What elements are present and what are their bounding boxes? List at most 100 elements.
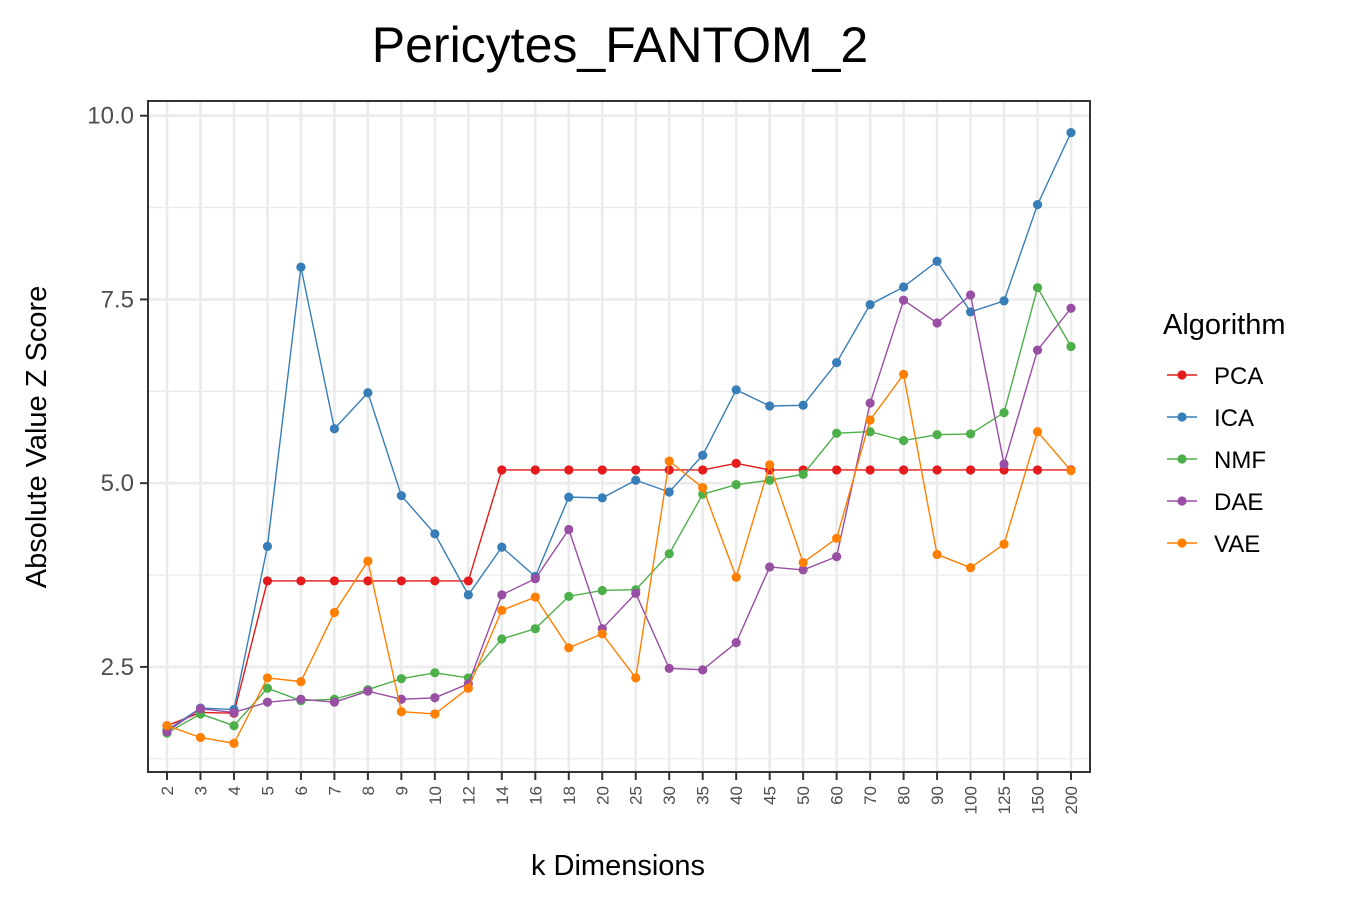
series-dae xyxy=(162,290,1076,737)
data-point-nmf xyxy=(564,591,574,601)
series-line-nmf xyxy=(166,285,1072,734)
data-point-ica xyxy=(865,299,875,310)
x-tick-label: 200 xyxy=(1062,786,1081,814)
y-tick-label: 10.0 xyxy=(87,103,134,130)
data-point-pca xyxy=(731,458,741,468)
data-point-vae xyxy=(463,683,473,693)
x-tick-label: 12 xyxy=(459,786,478,805)
legend-label: VAE xyxy=(1214,531,1260,558)
data-point-nmf xyxy=(798,469,808,479)
data-point-nmf xyxy=(932,430,942,440)
plot-panel xyxy=(148,101,1090,772)
data-point-vae xyxy=(195,732,206,743)
data-point-vae xyxy=(564,643,574,653)
x-tick-label: 50 xyxy=(794,786,813,805)
data-point-nmf xyxy=(965,429,976,439)
x-axis-title: k Dimensions xyxy=(531,850,705,882)
data-point-dae xyxy=(564,524,574,535)
data-point-dae xyxy=(798,565,808,575)
legend-label: ICA xyxy=(1214,405,1254,432)
data-point-vae xyxy=(731,572,741,582)
data-point-vae xyxy=(497,605,507,615)
data-point-pca xyxy=(965,465,976,475)
x-tick-label: 3 xyxy=(191,786,210,795)
data-point-nmf xyxy=(832,428,842,438)
data-point-vae xyxy=(396,707,406,717)
legend-key-point xyxy=(1177,370,1187,380)
legend-item-nmf: NMF xyxy=(1167,447,1266,474)
data-point-pca xyxy=(262,576,273,586)
series-line-ica xyxy=(166,132,1072,731)
x-tick-label: 10 xyxy=(426,786,445,805)
data-point-ica xyxy=(430,529,440,539)
series-line-vae xyxy=(166,372,1072,745)
data-point-ica xyxy=(898,282,909,292)
data-point-dae xyxy=(999,459,1009,469)
data-point-vae xyxy=(430,709,440,719)
data-point-ica xyxy=(765,401,775,411)
x-tick-label: 4 xyxy=(225,786,244,795)
data-point-dae xyxy=(898,295,909,305)
data-point-pca xyxy=(932,465,942,475)
data-point-nmf xyxy=(999,408,1009,418)
data-point-dae xyxy=(832,552,842,562)
legend-key-point xyxy=(1177,412,1187,422)
data-point-vae xyxy=(865,415,875,425)
data-point-pca xyxy=(597,465,607,475)
data-point-dae xyxy=(865,398,875,408)
legend-key-point xyxy=(1177,496,1187,506)
legend-items: PCA ICA NMF DAE VAE xyxy=(1167,363,1266,558)
data-point-ica xyxy=(396,491,406,501)
data-point-vae xyxy=(965,563,976,573)
data-point-dae xyxy=(262,697,273,707)
data-point-pca xyxy=(296,576,306,586)
data-point-nmf xyxy=(262,683,273,693)
data-point-dae xyxy=(765,562,775,572)
data-point-ica xyxy=(664,487,674,497)
x-tick-label: 90 xyxy=(928,786,947,805)
x-tick-label: 14 xyxy=(493,786,512,805)
x-tick-label: 20 xyxy=(593,786,612,805)
data-point-vae xyxy=(832,533,842,543)
y-tick-label: 5.0 xyxy=(101,470,134,497)
data-point-dae xyxy=(631,588,641,599)
data-point-vae xyxy=(1032,427,1043,437)
x-tick-label: 40 xyxy=(727,786,746,805)
data-point-vae xyxy=(664,456,674,466)
data-point-dae xyxy=(195,704,206,714)
legend-item-pca: PCA xyxy=(1167,363,1263,390)
data-point-pca xyxy=(463,576,473,586)
data-point-nmf xyxy=(765,475,775,485)
data-point-dae xyxy=(430,693,440,703)
legend-item-dae: DAE xyxy=(1167,489,1263,516)
data-point-nmf xyxy=(898,435,909,446)
data-point-ica xyxy=(999,296,1009,306)
data-point-vae xyxy=(162,721,172,731)
data-point-ica xyxy=(1066,128,1076,138)
data-point-vae xyxy=(1066,466,1076,476)
data-point-ica xyxy=(329,424,340,434)
data-point-nmf xyxy=(664,549,674,559)
x-tick-label: 60 xyxy=(828,786,847,805)
x-tick-label: 9 xyxy=(392,786,411,795)
x-tick-label: 7 xyxy=(325,786,344,795)
data-point-vae xyxy=(363,556,373,566)
data-point-nmf xyxy=(396,674,406,684)
data-point-pca xyxy=(430,576,440,586)
data-point-dae xyxy=(698,665,708,675)
data-point-ica xyxy=(731,385,741,395)
x-tick-label: 8 xyxy=(359,786,378,795)
legend-label: PCA xyxy=(1214,363,1263,390)
data-point-ica xyxy=(798,400,808,410)
data-point-ica xyxy=(363,388,373,398)
legend-label: NMF xyxy=(1214,447,1266,474)
data-point-pca xyxy=(698,465,708,475)
data-point-ica xyxy=(262,541,273,551)
data-point-vae xyxy=(262,673,273,683)
data-point-vae xyxy=(798,557,808,568)
data-point-dae xyxy=(1066,303,1076,313)
data-point-dae xyxy=(329,697,340,707)
x-tick-label: 5 xyxy=(258,786,277,795)
y-axis: 2.5 5.0 7.5 10.0 xyxy=(87,103,148,681)
legend-key-point xyxy=(1177,454,1187,464)
